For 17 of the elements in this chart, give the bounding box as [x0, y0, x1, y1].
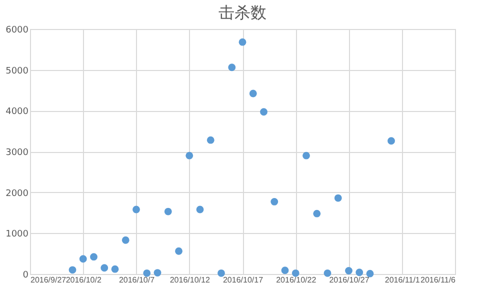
x-tick-label: 2016/10/12: [170, 276, 210, 284]
chart-title: 击杀数: [218, 3, 266, 22]
x-tick-label: 2016/10/27: [329, 276, 370, 284]
y-tick-label: 1000: [6, 230, 29, 240]
y-tick-label: 2000: [6, 188, 29, 199]
x-tick-label: 2016/10/7: [118, 276, 156, 284]
y-tick-label: 4000: [6, 107, 29, 118]
y-tick-label: 6000: [6, 26, 29, 36]
x-tick-label: 2016/11/6: [420, 276, 456, 284]
x-tick-label: 2016/10/2: [66, 276, 102, 284]
y-tick-label: 5000: [6, 66, 29, 76]
x-tick-label: 2016/10/22: [276, 276, 317, 284]
x-tick-label: 2016/9/27: [30, 276, 67, 284]
x-tick-label: 2016/11/1: [384, 276, 420, 284]
x-tick-label: 2016/10/17: [222, 276, 264, 284]
y-tick-label: 0: [22, 270, 29, 280]
y-tick-label: 3000: [6, 148, 29, 158]
